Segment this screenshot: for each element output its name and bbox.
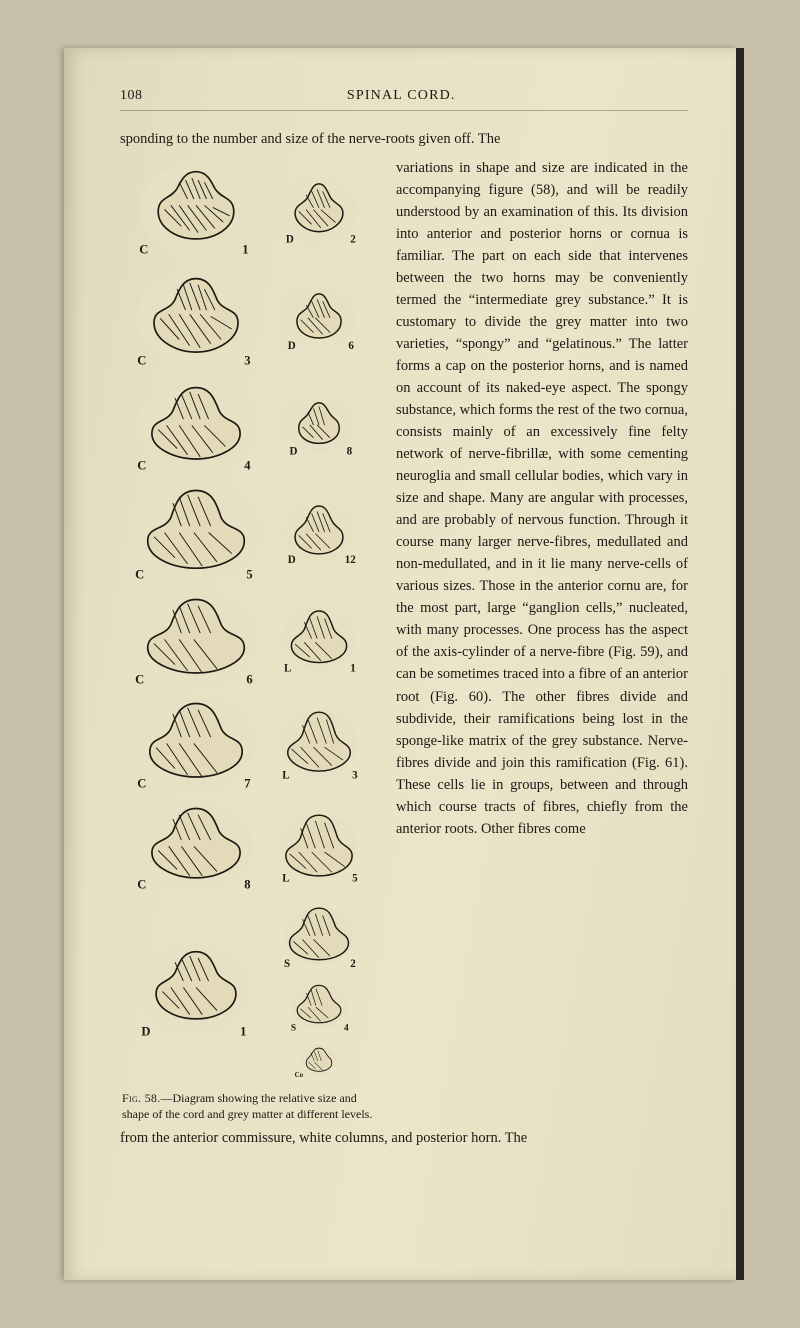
footer-continuation: from the anterior commissure, white colu… — [120, 1127, 688, 1149]
svg-text:3: 3 — [244, 353, 250, 367]
svg-text:3: 3 — [352, 770, 358, 782]
svg-text:C: C — [137, 777, 146, 791]
svg-text:5: 5 — [246, 567, 252, 581]
svg-text:5: 5 — [352, 872, 358, 884]
svg-text:D: D — [141, 1025, 150, 1039]
body-text: variations in shape and size are indicat… — [396, 157, 688, 1123]
svg-text:S: S — [291, 1024, 296, 1034]
svg-text:1: 1 — [242, 242, 248, 256]
cord-section-d1: D 1 — [133, 937, 259, 1042]
cord-section-c3: C 3 — [133, 266, 259, 371]
svg-text:6: 6 — [348, 341, 354, 353]
cord-section-l3: L 3 — [273, 703, 365, 784]
svg-text:Co: Co — [295, 1071, 304, 1079]
cord-section-c7: C 7 — [133, 693, 259, 794]
header-rule — [120, 110, 688, 111]
svg-text:8: 8 — [244, 877, 250, 891]
page-number: 108 — [120, 88, 143, 104]
svg-text:2: 2 — [350, 958, 356, 970]
figure-caption: Fig. 58.—Diagram showing the relative si… — [120, 1090, 378, 1122]
svg-text:C: C — [137, 458, 146, 472]
svg-text:L: L — [284, 663, 291, 675]
caption-body: —Diagram showing the relative size and s… — [122, 1091, 372, 1121]
cord-section-c8: C 8 — [133, 798, 259, 895]
svg-text:S: S — [284, 958, 290, 970]
svg-text:C: C — [137, 877, 146, 891]
cord-section-d6: D 6 — [273, 281, 365, 355]
svg-text:C: C — [135, 672, 144, 686]
running-title: SPINAL CORD. — [347, 88, 456, 104]
cord-section-d12: D 12 — [273, 495, 365, 569]
svg-text:7: 7 — [244, 777, 250, 791]
cord-section-s2: S 2 — [273, 899, 365, 973]
svg-text:D: D — [288, 341, 296, 353]
cord-section-l1: L 1 — [273, 600, 365, 677]
figure-grid: C 1 D 2 C 3 — [131, 157, 367, 1080]
book-page: 108 SPINAL CORD. sponding to the number … — [64, 48, 736, 1280]
svg-text:4: 4 — [244, 458, 251, 472]
svg-text:1: 1 — [240, 1025, 246, 1039]
figure-column: C 1 D 2 C 3 — [120, 157, 378, 1123]
svg-text:8: 8 — [347, 446, 353, 458]
cord-section-c1: C 1 — [133, 157, 259, 262]
svg-text:C: C — [135, 567, 144, 581]
svg-text:6: 6 — [246, 672, 252, 686]
svg-text:12: 12 — [345, 554, 357, 566]
cord-section-c6: C 6 — [133, 589, 259, 690]
svg-text:L: L — [282, 770, 289, 782]
page-header: 108 SPINAL CORD. — [120, 88, 688, 104]
svg-text:D: D — [286, 233, 294, 245]
svg-text:C: C — [137, 353, 146, 367]
svg-text:D: D — [288, 554, 296, 566]
cord-section-s4: S 4 — [280, 976, 358, 1035]
svg-text:4: 4 — [344, 1024, 349, 1034]
svg-text:L: L — [282, 872, 289, 884]
intro-line: sponding to the number and size of the n… — [120, 129, 688, 151]
cord-section-c5: C 5 — [133, 480, 259, 585]
cord-section-c4: C 4 — [133, 375, 259, 476]
svg-text:1: 1 — [350, 663, 356, 675]
content-columns: C 1 D 2 C 3 — [120, 157, 688, 1123]
cord-section-co: Co — [290, 1040, 348, 1081]
svg-text:2: 2 — [350, 233, 356, 245]
caption-lead: Fig. 58. — [122, 1091, 161, 1105]
cord-section-d2: D 2 — [273, 171, 365, 248]
cord-section-l5: L 5 — [273, 806, 365, 887]
svg-text:C: C — [139, 242, 148, 256]
cord-section-d8: D 8 — [273, 390, 365, 460]
svg-text:D: D — [290, 446, 298, 458]
